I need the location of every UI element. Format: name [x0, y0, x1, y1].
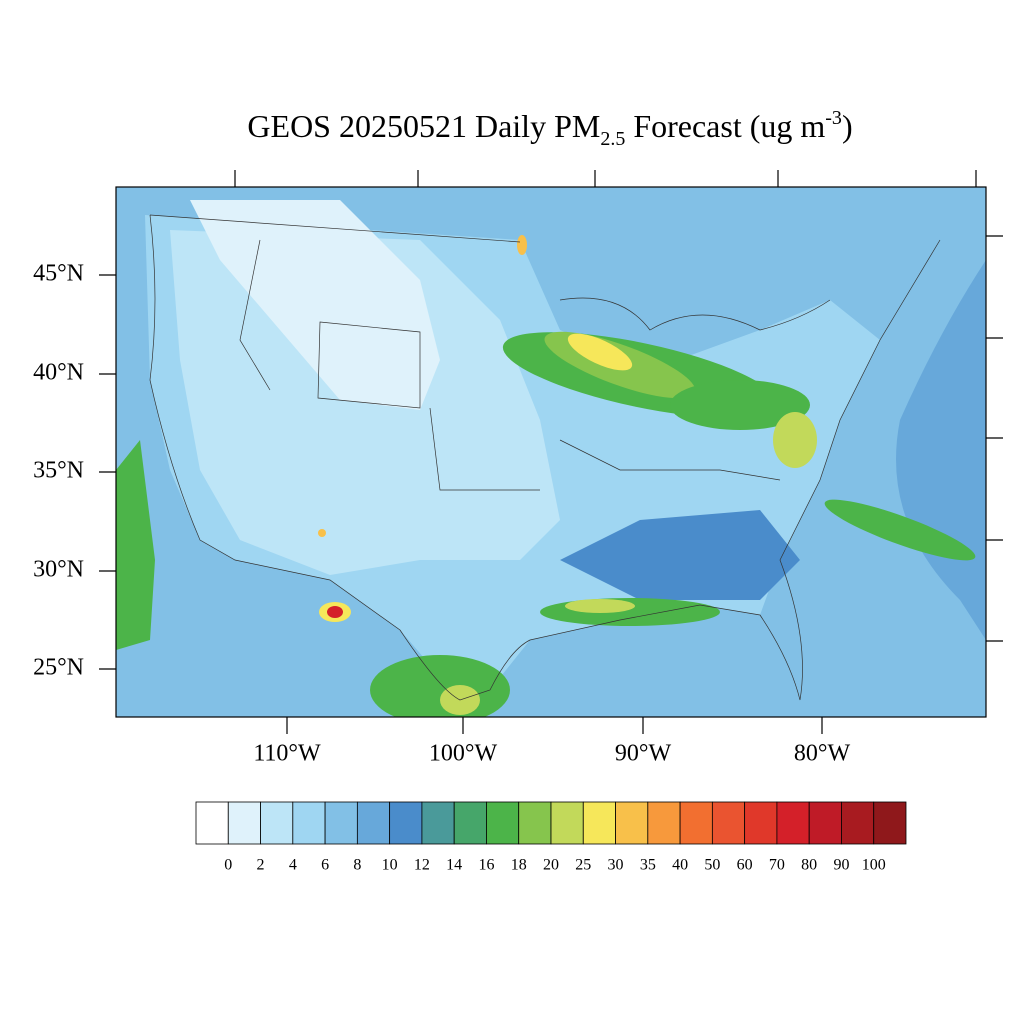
colorbar-box	[841, 801, 875, 845]
colorbar-box	[389, 801, 423, 845]
hotspot	[318, 529, 326, 537]
colorbar-label: 50	[704, 857, 720, 874]
lon-label: 110°W	[253, 741, 321, 767]
colorbar-label: 90	[833, 857, 849, 874]
lat-label: 45°N	[33, 261, 84, 287]
colorbar-label: 12	[414, 857, 430, 874]
colorbar-box	[744, 801, 778, 845]
colorbar-box	[647, 801, 681, 845]
colorbar-box	[356, 801, 391, 845]
colorbar-label: 18	[511, 857, 527, 874]
plume	[670, 380, 810, 430]
plume	[540, 598, 720, 626]
colorbar-box	[195, 801, 229, 845]
colorbar-label: 14	[446, 857, 462, 874]
low-field	[190, 200, 440, 410]
title-subscript: 2.5	[600, 128, 625, 150]
colorbar-box	[550, 801, 584, 845]
colorbar-label: 40	[672, 857, 688, 874]
plume	[824, 499, 976, 561]
colorbar-label: 25	[575, 857, 591, 874]
colorbar-label: 6	[321, 857, 329, 874]
colorbar-box	[679, 801, 713, 845]
colorbar-label: 10	[382, 857, 398, 874]
colorbar-box	[324, 801, 358, 845]
hotspot	[327, 606, 343, 618]
lat-label: 35°N	[33, 458, 84, 484]
hotspot	[517, 235, 527, 255]
title-main: GEOS 20250521 Daily PM	[247, 108, 600, 144]
colorbar-box	[260, 801, 294, 845]
colorbar-label: 30	[608, 857, 624, 874]
plume	[565, 599, 635, 613]
south-field	[560, 510, 800, 600]
lat-label: 25°N	[33, 655, 84, 681]
colorbar-label: 80	[801, 857, 817, 874]
title-superscript: -3	[825, 107, 842, 129]
colorbar-box	[776, 801, 810, 845]
title-end: )	[842, 108, 853, 144]
frame-ticks	[234, 170, 1003, 642]
colorbar-box	[615, 801, 649, 845]
lon-label: 90°W	[615, 741, 672, 767]
colorbar-label: 70	[769, 857, 785, 874]
colorbar-box	[808, 801, 842, 845]
colorbar-box	[518, 801, 552, 845]
colorbar-label: 20	[543, 857, 559, 874]
colorbar-label: 4	[289, 857, 297, 874]
title: GEOS 20250521 Daily PM2.5 Forecast (ug m…	[247, 107, 852, 150]
colorbar-box	[292, 801, 326, 845]
colorbar-box	[486, 801, 520, 845]
title-middle: Forecast (ug m	[625, 108, 825, 144]
coast-field	[116, 440, 155, 650]
colorbar-label: 16	[478, 857, 494, 874]
colorbar-label: 100	[862, 857, 886, 874]
lon-label: 80°W	[794, 741, 851, 767]
colorbar-label: 8	[353, 857, 361, 874]
colorbar-box	[227, 801, 261, 845]
map-field	[116, 187, 986, 717]
plume	[773, 412, 817, 468]
colorbar-label: 60	[737, 857, 753, 874]
map-frame	[115, 186, 987, 718]
lat-label: 40°N	[33, 360, 84, 386]
plume	[567, 333, 633, 371]
colorbar-box	[873, 801, 907, 845]
colorbar-box	[582, 801, 616, 845]
colorbar-box	[711, 801, 746, 845]
colorbar-label: 35	[640, 857, 656, 874]
colorbar-box	[421, 801, 455, 845]
colorbar-label: 2	[257, 857, 265, 874]
colorbar-box	[453, 801, 487, 845]
boundaries	[149, 214, 941, 701]
lat-label: 30°N	[33, 557, 84, 583]
lon-label: 100°W	[429, 741, 498, 767]
colorbar-label: 0	[224, 857, 232, 874]
